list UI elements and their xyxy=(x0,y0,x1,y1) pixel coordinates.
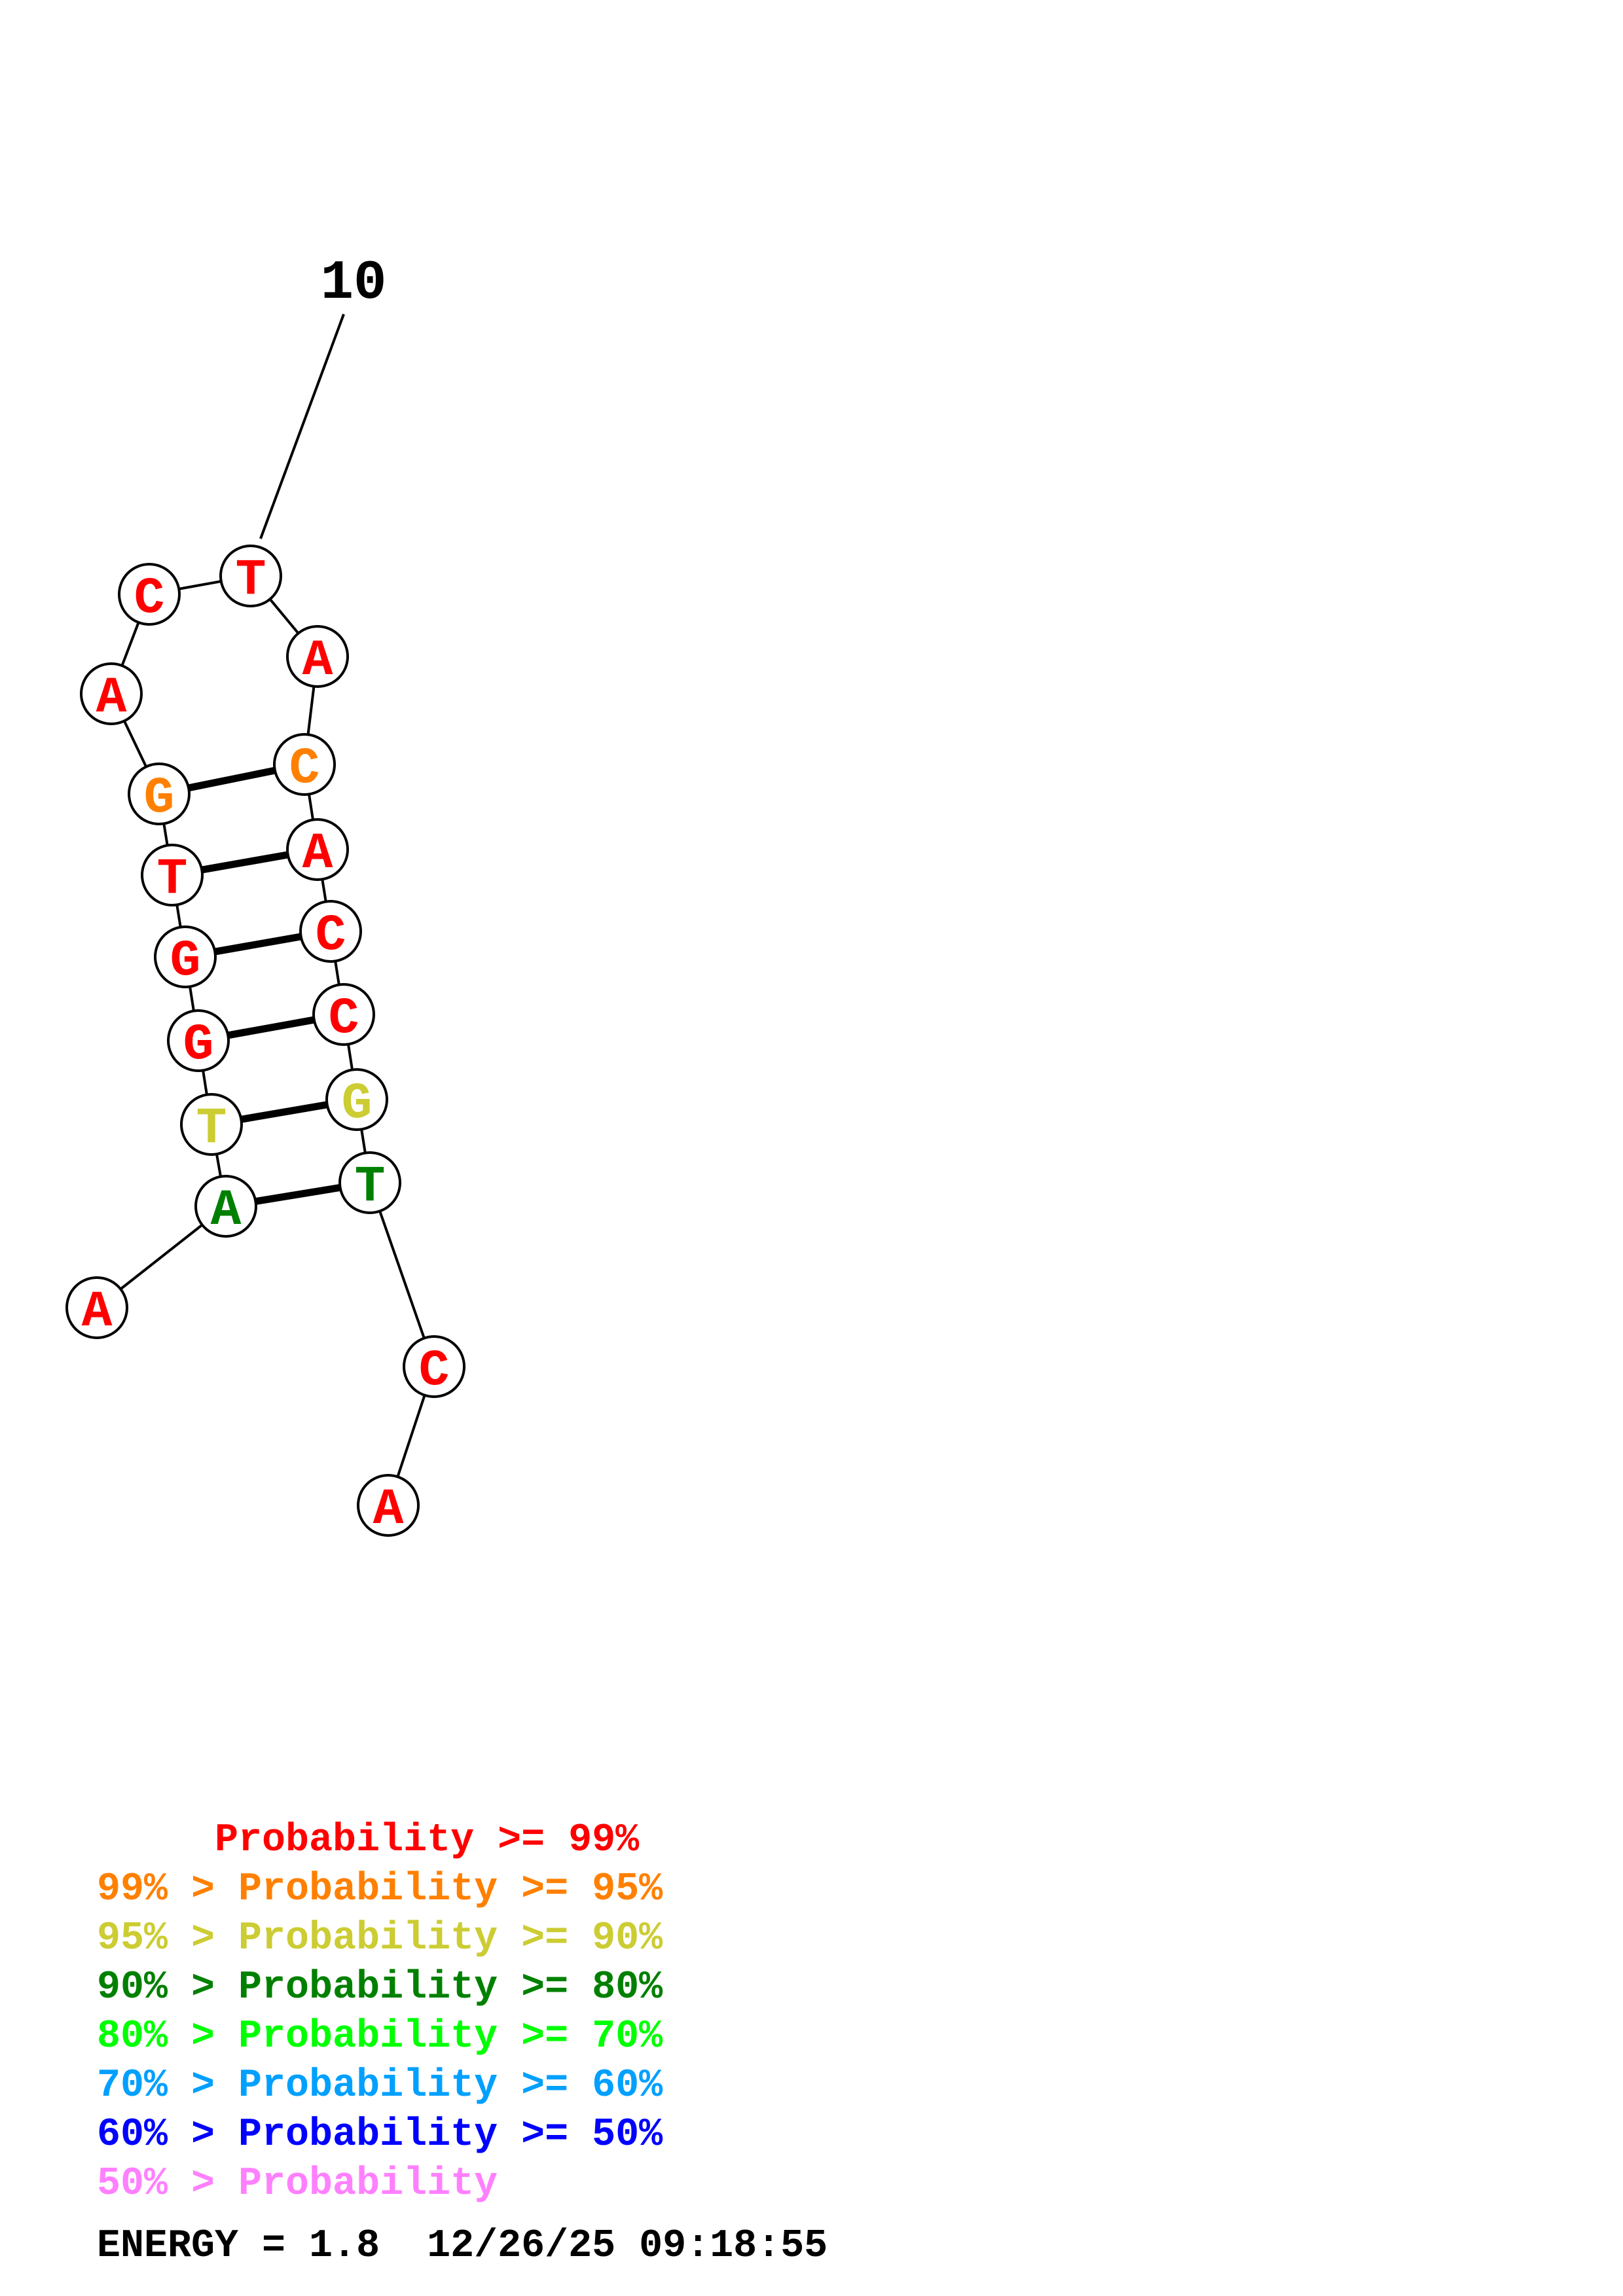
nucleotide: A xyxy=(194,1175,257,1240)
legend-row: 95% > Probability >= 90% xyxy=(97,1916,663,1961)
nucleotide: G xyxy=(154,925,217,990)
nucleotide-circle xyxy=(312,983,375,1046)
nucleotide-circle xyxy=(141,844,204,906)
nucleotide-letter: G xyxy=(342,1075,373,1133)
nucleotide-letter: C xyxy=(134,570,165,628)
nucleotide-letter: G xyxy=(170,933,201,990)
nucleotide-circle xyxy=(286,818,349,881)
nucleotide-letter: G xyxy=(183,1016,214,1074)
nucleotide: A xyxy=(357,1474,420,1539)
index-10-label: 10 xyxy=(321,253,387,315)
nucleotide: A xyxy=(286,818,349,883)
nucleotide-circle xyxy=(299,900,362,963)
nucleotide-letter: A xyxy=(373,1481,404,1539)
nucleotide-circle xyxy=(338,1151,401,1214)
nucleotide-letter: A xyxy=(211,1182,242,1240)
nucleotide-circle xyxy=(357,1474,420,1537)
nucleotide-circle xyxy=(286,625,349,688)
nucleotide-circle xyxy=(403,1335,465,1398)
nucleotide-circle xyxy=(180,1093,243,1156)
nucleotide-letter: C xyxy=(316,907,346,965)
nucleotide-circle xyxy=(325,1068,388,1131)
nucleotide-circle xyxy=(154,925,217,988)
nucleotide: C xyxy=(118,563,181,628)
nucleotide: A xyxy=(80,662,143,727)
index-10-tick xyxy=(259,314,345,539)
legend-row: 70% > Probability >= 60% xyxy=(97,2064,663,2108)
nucleotide: T xyxy=(141,844,204,908)
probability-legend: Probability >= 99% 99% > Probability >= 9… xyxy=(97,1816,663,2209)
nucleotide-letter: A xyxy=(82,1283,113,1341)
nucleotide-circle xyxy=(167,1009,230,1072)
legend-row: 99% > Probability >= 95% xyxy=(97,1867,663,1912)
nucleotide-letter: A xyxy=(302,825,333,883)
nucleotide-letter: C xyxy=(419,1342,450,1400)
nucleotide: T xyxy=(338,1151,401,1216)
nucleotide-circle xyxy=(194,1175,257,1238)
nucleotide: G xyxy=(128,762,191,827)
nucleotide: C xyxy=(273,733,336,798)
legend-row: Probability >= 99% xyxy=(97,1818,640,1863)
nucleotide: C xyxy=(312,983,375,1048)
nucleotide: A xyxy=(286,625,349,690)
nucleotide-letter: T xyxy=(157,851,188,908)
nucleotide: T xyxy=(180,1093,243,1158)
nucleotide: G xyxy=(325,1068,388,1133)
backbone-link xyxy=(369,1182,435,1367)
legend-row: 80% > Probability >= 70% xyxy=(97,2015,663,2059)
nucleotide-letter: A xyxy=(302,632,333,690)
nucleotide-circle xyxy=(273,733,336,796)
nucleotide: T xyxy=(219,545,282,609)
legend-row: 50% > Probability xyxy=(97,2162,498,2206)
nucleotide-letter: T xyxy=(236,552,266,609)
nucleotide-circle xyxy=(128,762,191,825)
nucleotide-letter: T xyxy=(196,1100,227,1158)
nucleotide-circle xyxy=(65,1276,128,1339)
nucleotide-letter: A xyxy=(96,670,127,727)
nucleotide-letter: C xyxy=(329,990,359,1048)
index-tick-layer: 10 xyxy=(259,253,387,539)
nucleotide-circle xyxy=(80,662,143,725)
backbone-layer xyxy=(96,575,435,1506)
nucleotide-circle xyxy=(118,563,181,626)
nucleotide-letter: C xyxy=(289,740,320,798)
legend-row: 90% > Probability >= 80% xyxy=(97,1965,663,2010)
energy-footer: ENERGY = 1.8 12/26/25 09:18:55 xyxy=(97,2224,828,2269)
nucleotide-letter: G xyxy=(144,770,175,827)
nucleotide: C xyxy=(299,900,362,965)
nucleotide: C xyxy=(403,1335,465,1400)
nucleotide-letter: T xyxy=(355,1158,386,1216)
nucleotide: A xyxy=(65,1276,128,1341)
nucleotide-circle xyxy=(219,545,282,607)
nucleotide: G xyxy=(167,1009,230,1074)
legend-row: 60% > Probability >= 50% xyxy=(97,2113,663,2157)
